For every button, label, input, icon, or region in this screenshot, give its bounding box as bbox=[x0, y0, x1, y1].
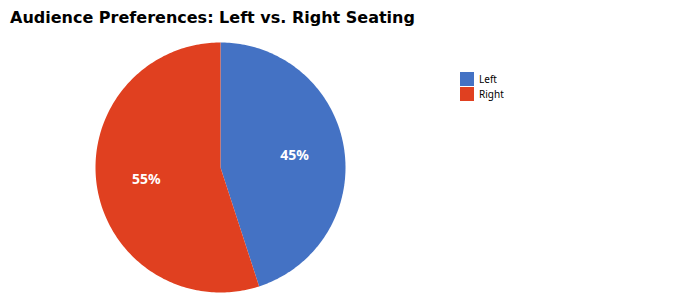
html-text:Right: Right bbox=[479, 87, 504, 101]
svg-text:55%: 55% bbox=[132, 169, 161, 188]
svg-text:45%: 45% bbox=[280, 145, 309, 164]
html-text:Audience Preferences: Left vs.: Audience Preferences: Left vs. Right Sea… bbox=[10, 8, 415, 27]
html-text:Left: Left bbox=[479, 72, 497, 86]
